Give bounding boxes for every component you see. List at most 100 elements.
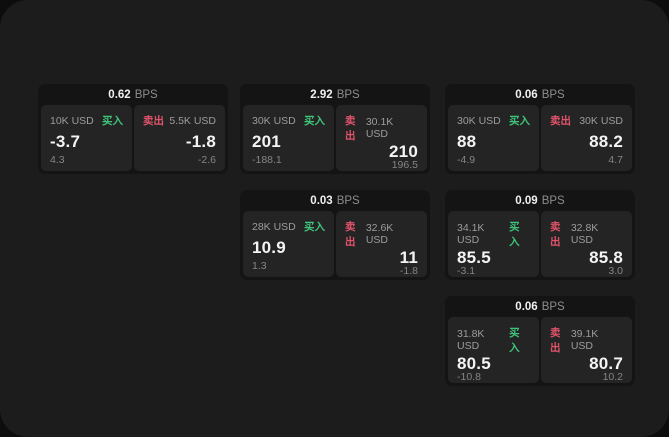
sell-tile-header: 卖出 32.6K USD	[345, 219, 418, 249]
buy-delta: -4.9	[457, 153, 476, 166]
bps-unit-label: BPS	[541, 88, 565, 101]
card-body: 34.1K USD 买入 85.5 -3.1 卖出 32.8K USD 85.8…	[445, 211, 635, 280]
sell-delta: -1.8	[399, 265, 418, 277]
buy-side-label: 买入	[304, 115, 325, 127]
card-header: 0.09 BPS	[445, 190, 635, 211]
sell-tile[interactable]: 卖出 32.6K USD 11 -1.8	[336, 211, 427, 277]
sell-tile-header: 卖出 30.1K USD	[345, 113, 418, 143]
buy-tile[interactable]: 28K USD 买入 10.9 1.3	[243, 211, 334, 277]
bps-unit-label: BPS	[336, 194, 360, 207]
quote-card: 0.62 BPS 10K USD 买入 -3.7 4.3 卖出 5.5K USD…	[38, 84, 228, 174]
sell-notional: 30.1K USD	[365, 116, 394, 140]
bps-value: 0.09	[515, 194, 538, 207]
quote-card: 2.92 BPS 30K USD 买入 201 -188.1 卖出 30.1K …	[240, 84, 430, 174]
buy-notional: 28K USD	[252, 220, 296, 233]
buy-notional: 10K USD	[50, 114, 94, 127]
buy-price: 80.5	[457, 354, 491, 373]
buy-tile-header: 10K USD 买入	[50, 113, 123, 128]
buy-tile-header: 34.1K USD 买入	[457, 219, 530, 249]
card-body: 30K USD 买入 88 -4.9 卖出 30K USD 88.2 4.7	[445, 105, 635, 174]
buy-tile-header: 30K USD 买入	[457, 113, 530, 128]
buy-delta: 4.3	[50, 153, 65, 166]
card-body: 10K USD 买入 -3.7 4.3 卖出 5.5K USD -1.8 -2.…	[38, 105, 228, 174]
sell-price: -1.8	[185, 131, 216, 151]
buy-notional: 31.8K USD	[457, 328, 485, 352]
bps-value: 2.92	[310, 88, 333, 101]
sell-tile-header: 卖出 30K USD	[550, 113, 623, 128]
buy-side-label: 买入	[102, 115, 123, 127]
card-body: 30K USD 买入 201 -188.1 卖出 30.1K USD 210 1…	[240, 105, 430, 174]
buy-delta: -188.1	[252, 153, 282, 166]
bps-unit-label: BPS	[541, 194, 565, 207]
sell-notional: 32.6K USD	[365, 222, 394, 246]
buy-price: 88	[457, 131, 477, 151]
quote-card: 0.03 BPS 28K USD 买入 10.9 1.3 卖出 32.6K US…	[240, 190, 430, 280]
sell-notional: 39.1K USD	[570, 328, 599, 352]
sell-tile[interactable]: 卖出 30.1K USD 210 196.5	[336, 105, 427, 171]
sell-delta: 196.5	[391, 159, 418, 171]
quote-card: 0.06 BPS 30K USD 买入 88 -4.9 卖出 30K USD 8…	[445, 84, 635, 174]
sell-delta: 3.0	[608, 265, 623, 277]
buy-price: 85.5	[457, 248, 491, 267]
bps-value: 0.62	[108, 88, 131, 101]
buy-delta: -3.1	[457, 265, 476, 277]
quote-card: 0.09 BPS 34.1K USD 买入 85.5 -3.1 卖出 32.8K…	[445, 190, 635, 280]
sell-price: 11	[399, 248, 418, 267]
sell-tile[interactable]: 卖出 30K USD 88.2 4.7	[541, 105, 632, 171]
buy-tile[interactable]: 34.1K USD 买入 85.5 -3.1	[448, 211, 539, 277]
buy-tile[interactable]: 30K USD 买入 201 -188.1	[243, 105, 334, 171]
sell-side-label: 卖出	[550, 115, 571, 127]
buy-price: -3.7	[50, 131, 81, 151]
card-header: 2.92 BPS	[240, 84, 430, 105]
buy-tile[interactable]: 30K USD 买入 88 -4.9	[448, 105, 539, 171]
sell-delta: 4.7	[608, 153, 623, 166]
sell-side-label: 卖出	[143, 115, 164, 127]
sell-notional: 5.5K USD	[169, 114, 216, 127]
card-header: 0.06 BPS	[445, 296, 635, 317]
buy-notional: 30K USD	[252, 114, 296, 127]
buy-tile[interactable]: 31.8K USD 买入 80.5 -10.8	[448, 317, 539, 383]
bps-value: 0.06	[515, 300, 538, 313]
card-header: 0.62 BPS	[38, 84, 228, 105]
buy-delta: -10.8	[457, 371, 481, 383]
sell-tile-header: 卖出 32.8K USD	[550, 219, 623, 249]
sell-side-label: 卖出	[345, 221, 356, 248]
bps-value: 0.03	[310, 194, 333, 207]
card-body: 28K USD 买入 10.9 1.3 卖出 32.6K USD 11 -1.8	[240, 211, 430, 280]
sell-delta: -2.6	[197, 153, 216, 166]
buy-side-label: 买入	[509, 327, 520, 354]
sell-price: 210	[389, 142, 418, 161]
buy-side-label: 买入	[509, 115, 530, 127]
sell-notional: 30K USD	[579, 114, 623, 127]
sell-price: 88.2	[589, 131, 623, 151]
buy-tile-header: 28K USD 买入	[252, 219, 325, 234]
sell-delta: 10.2	[602, 371, 623, 383]
sell-side-label: 卖出	[345, 115, 356, 142]
bps-unit-label: BPS	[336, 88, 360, 101]
sell-tile[interactable]: 卖出 39.1K USD 80.7 10.2	[541, 317, 632, 383]
bps-unit-label: BPS	[541, 300, 565, 313]
buy-price: 201	[252, 131, 281, 151]
buy-delta: 1.3	[252, 259, 267, 272]
bps-value: 0.06	[515, 88, 538, 101]
buy-tile[interactable]: 10K USD 买入 -3.7 4.3	[41, 105, 132, 171]
sell-price: 85.8	[589, 248, 623, 267]
sell-notional: 32.8K USD	[570, 222, 599, 246]
buy-side-label: 买入	[304, 221, 325, 233]
bps-unit-label: BPS	[134, 88, 158, 101]
buy-tile-header: 30K USD 买入	[252, 113, 325, 128]
sell-tile-header: 卖出 39.1K USD	[550, 325, 623, 355]
sell-side-label: 卖出	[550, 221, 561, 248]
sell-price: 80.7	[589, 354, 623, 373]
sell-tile[interactable]: 卖出 32.8K USD 85.8 3.0	[541, 211, 632, 277]
sell-tile[interactable]: 卖出 5.5K USD -1.8 -2.6	[134, 105, 225, 171]
buy-price: 10.9	[252, 237, 286, 257]
card-body: 31.8K USD 买入 80.5 -10.8 卖出 39.1K USD 80.…	[445, 317, 635, 386]
card-header: 0.03 BPS	[240, 190, 430, 211]
quote-card: 0.06 BPS 31.8K USD 买入 80.5 -10.8 卖出 39.1…	[445, 296, 635, 386]
sell-side-label: 卖出	[550, 327, 561, 354]
buy-tile-header: 31.8K USD 买入	[457, 325, 530, 355]
sell-tile-header: 卖出 5.5K USD	[143, 113, 216, 128]
buy-notional: 30K USD	[457, 114, 501, 127]
